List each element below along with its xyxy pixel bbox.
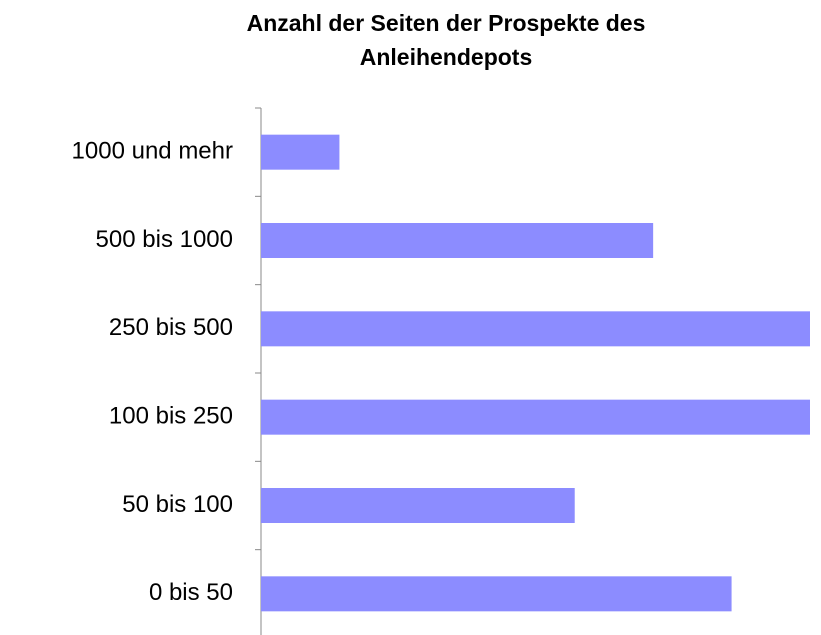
bar [261, 576, 732, 612]
bar [261, 488, 575, 523]
bar [261, 134, 340, 170]
bar [261, 399, 810, 435]
y-tick-label: 50 bis 100 [122, 491, 233, 518]
bar [261, 223, 654, 258]
y-tick-label: 1000 und mehr [72, 138, 233, 165]
y-tick-label: 100 bis 250 [109, 403, 233, 430]
y-tick-label: 500 bis 1000 [96, 226, 233, 253]
y-tick-label: 250 bis 500 [109, 314, 233, 341]
bar [261, 311, 810, 347]
y-tick-label: 0 bis 50 [149, 579, 233, 606]
chart-title: Anzahl der Seiten der Prospekte des Anle… [246, 10, 646, 70]
